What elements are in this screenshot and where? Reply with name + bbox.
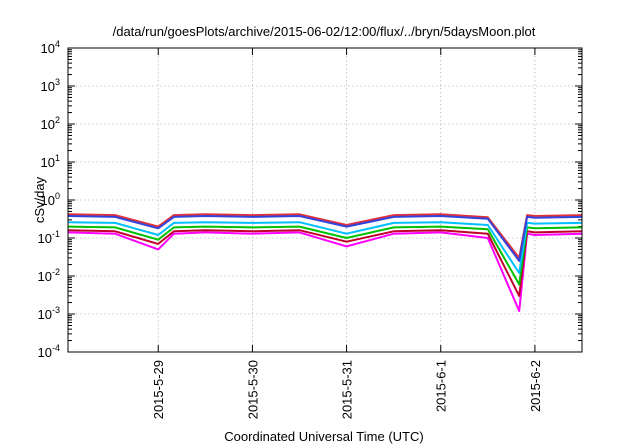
y-tick-label: 10-3 (38, 305, 60, 322)
chart-title: /data/run/goesPlots/archive/2015-06-02/1… (113, 24, 536, 39)
series-lines (67, 213, 583, 312)
x-tick-labels: 2015-5-29 2015-5-30 2015-5-31 2015-6-1 2015-… (151, 360, 543, 419)
x-tick-label: 2015-6-1 (434, 360, 449, 412)
data-series-line (67, 231, 583, 312)
x-tick-label: 2015-5-31 (340, 360, 355, 419)
data-series-line (67, 225, 583, 286)
x-axis-label: Coordinated Universal Time (UTC) (224, 429, 423, 444)
grid (68, 47, 582, 353)
plot-frame (67, 47, 583, 353)
y-axis-label: cSv/day (32, 176, 47, 223)
x-tick-label: 2015-6-2 (528, 360, 543, 412)
y-tick-label: 10-2 (38, 267, 60, 284)
data-series-line (67, 221, 583, 274)
x-tick-label: 2015-5-29 (151, 360, 166, 419)
y-tick-label: 104 (41, 39, 60, 56)
y-tick-label: 101 (41, 153, 60, 170)
y-tick-label: 10-1 (38, 229, 60, 246)
y-tick-label: 103 (41, 77, 60, 94)
x-tick-label: 2015-5-30 (245, 360, 260, 419)
y-tick-label: 102 (41, 115, 60, 132)
data-series-line (67, 215, 583, 262)
y-tick-label: 10-4 (38, 343, 60, 360)
